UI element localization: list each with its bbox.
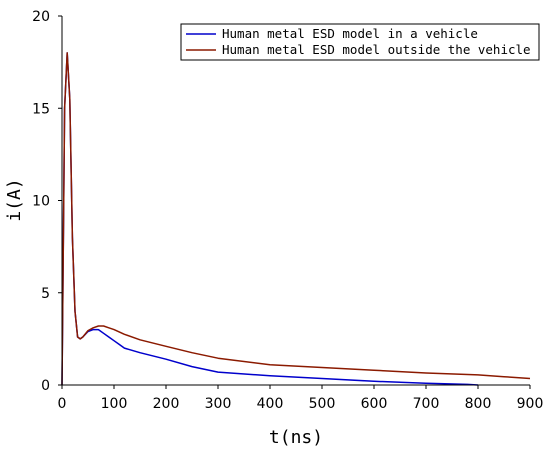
x-tick-label: 900 xyxy=(517,396,544,412)
series-layer xyxy=(61,52,531,386)
y-tick-label: 5 xyxy=(41,286,50,302)
x-tick-label: 300 xyxy=(205,396,232,412)
legend-label-vehicle: Human metal ESD model in a vehicle xyxy=(222,26,478,41)
x-tick-label: 400 xyxy=(257,396,284,412)
y-tick-label: 10 xyxy=(32,194,50,210)
x-ticks: 0 100 200 300 400 500 600 700 800 900 xyxy=(58,385,544,412)
y-tick-label: 20 xyxy=(32,9,50,25)
legend-label-outside: Human metal ESD model outside the vehicl… xyxy=(222,42,531,57)
x-tick-label: 500 xyxy=(309,396,336,412)
x-tick-label: 800 xyxy=(465,396,492,412)
y-axis-title: i(A) xyxy=(4,178,25,221)
x-tick-label: 700 xyxy=(413,396,440,412)
x-tick-label: 0 xyxy=(58,396,67,412)
y-ticks: 0 5 10 15 20 xyxy=(32,9,62,394)
series-line-outside xyxy=(61,52,531,386)
x-tick-label: 100 xyxy=(101,396,128,412)
x-axis-title: t(ns) xyxy=(269,427,323,448)
y-tick-label: 0 xyxy=(41,378,50,394)
x-tick-label: 600 xyxy=(361,396,388,412)
x-tick-label: 200 xyxy=(153,396,180,412)
legend: Human metal ESD model in a vehicle Human… xyxy=(180,23,540,61)
plot-background xyxy=(62,16,530,385)
legend-box xyxy=(180,23,540,61)
y-tick-label: 15 xyxy=(32,101,50,117)
